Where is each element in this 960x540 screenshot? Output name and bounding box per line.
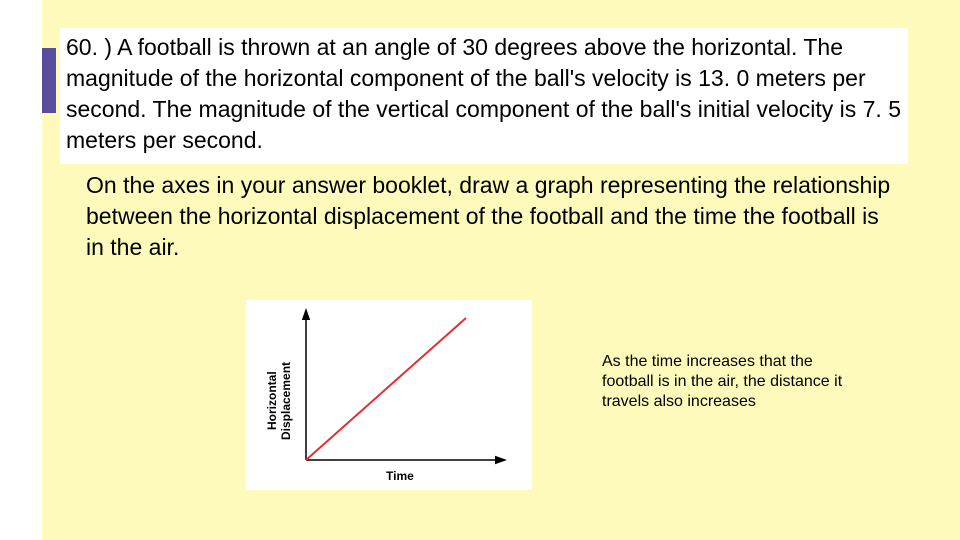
graph-axes (302, 308, 507, 464)
graph-svg: Horizontal Displacement Time (246, 300, 532, 490)
x-axis-arrow-icon (495, 456, 507, 464)
graph-ylabel-line2: Displacement (279, 362, 293, 440)
graph-xlabel: Time (386, 469, 414, 483)
instruction-text: On the axes in your answer booklet, draw… (86, 170, 896, 263)
answer-text: As the time increases that the football … (602, 352, 850, 412)
question-box: 60. ) A football is thrown at an angle o… (60, 28, 908, 164)
slide: 60. ) A football is thrown at an angle o… (0, 0, 960, 540)
y-axis-arrow-icon (302, 308, 310, 320)
graph-ylabel-line1: Horizontal (265, 371, 279, 430)
accent-bar (42, 48, 56, 113)
graph-line (306, 318, 466, 460)
graph: Horizontal Displacement Time (246, 300, 532, 490)
question-text: 60. ) A football is thrown at an angle o… (66, 32, 902, 156)
